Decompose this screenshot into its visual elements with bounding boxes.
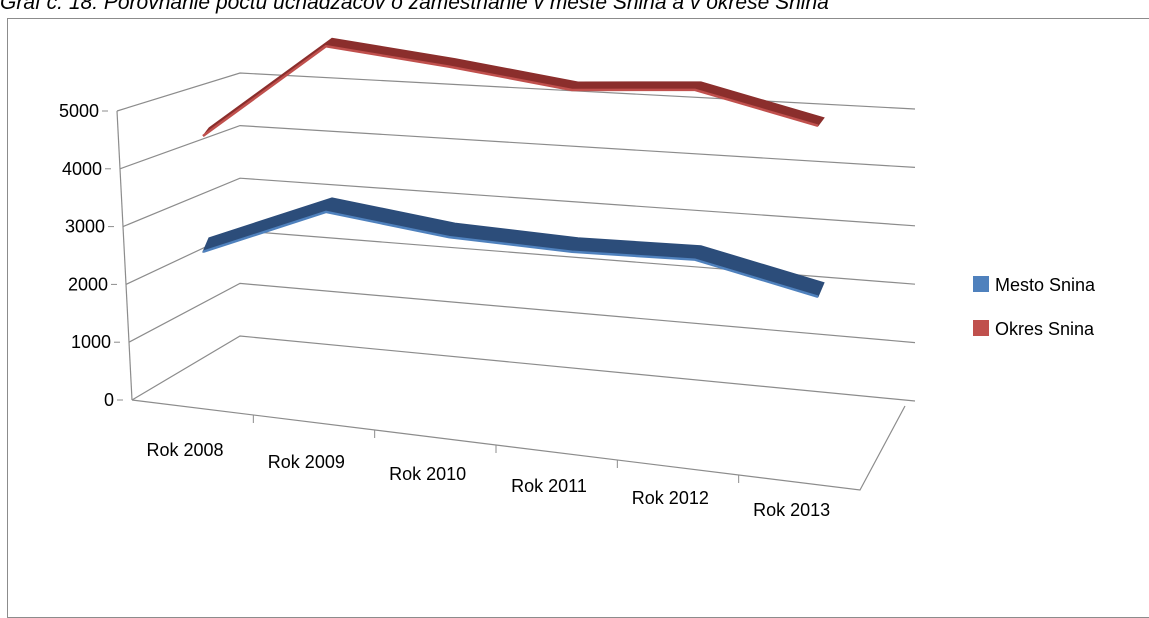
legend-swatch (973, 276, 989, 292)
gridlines (116, 72, 916, 402)
legend-swatch (973, 320, 989, 336)
y-tick-label: 4000 (62, 159, 102, 179)
y-tick-label: 3000 (65, 217, 105, 237)
x-tick-label: Rok 2013 (753, 500, 830, 520)
y-axis-line (116, 110, 133, 401)
x-axis-tick-labels: Rok 2008 Rok 2009 Rok 2010 Rok 2011 Rok 2012… (146, 440, 830, 520)
series-line-okres (202, 44, 819, 137)
axes (102, 110, 906, 491)
x-tick-label: Rok 2009 (268, 452, 345, 472)
gridline (131, 335, 916, 402)
x-tick-label: Rok 2008 (146, 440, 223, 460)
legend-label: Mesto Snina (995, 275, 1096, 295)
legend-label: Okres Snina (995, 319, 1095, 339)
series-ribbons (202, 37, 825, 298)
y-axis-tick-labels: 0 1000 2000 3000 4000 5000 (59, 101, 114, 410)
legend: Mesto Snina Okres Snina (973, 275, 1096, 339)
x-tick-label: Rok 2010 (389, 464, 466, 484)
series-line-mesto (202, 210, 819, 298)
x-tick-label: Rok 2012 (632, 488, 709, 508)
y-tick-label: 2000 (68, 274, 108, 294)
gridline (119, 124, 916, 170)
gridline (122, 177, 916, 228)
gridline (128, 282, 916, 344)
y-tick-label: 0 (104, 390, 114, 410)
figure-caption: Graf č. 18: Porovnanie počtu uchádzačov … (0, 0, 829, 14)
gridline (116, 72, 916, 112)
x-tick-label: Rok 2011 (511, 476, 587, 496)
y-tick-label: 5000 (59, 101, 99, 121)
y-tick-label: 1000 (71, 332, 111, 352)
